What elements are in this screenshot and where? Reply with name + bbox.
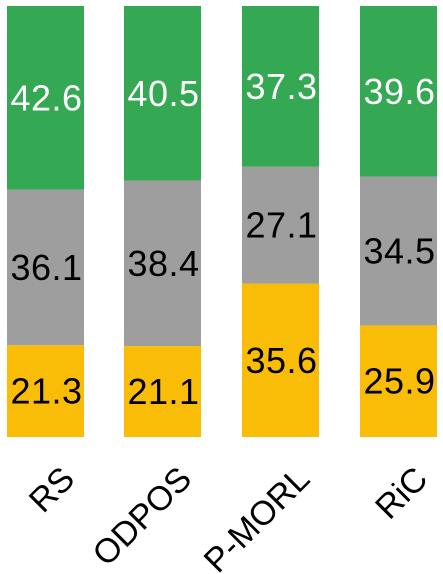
bar-segment-odpos-0 xyxy=(124,346,201,437)
x-tick-label-p-morl: P-MORL xyxy=(197,460,317,574)
bars-group xyxy=(7,6,437,437)
data-label-odpos-2: 40.5 xyxy=(127,73,199,114)
bar-segment-odpos-1 xyxy=(124,180,201,347)
bar-segment-p-morl-0 xyxy=(242,283,319,437)
bar-segment-rs-0 xyxy=(7,345,84,437)
bar-segment-rs-2 xyxy=(7,6,84,190)
data-label-ric-1: 34.5 xyxy=(363,231,435,272)
data-label-rs-1: 36.1 xyxy=(10,247,82,288)
data-label-rs-2: 42.6 xyxy=(10,77,82,118)
bar-segment-p-morl-2 xyxy=(242,6,319,167)
bar-segment-odpos-2 xyxy=(124,6,201,181)
x-tick-label-ric: RiC xyxy=(368,460,435,527)
x-tick-label-odpos: ODPOS xyxy=(85,460,199,574)
data-label-p-morl-2: 37.3 xyxy=(245,66,317,107)
data-label-p-morl-0: 35.6 xyxy=(245,340,317,381)
segment-labels-group: 21.3 36.1 42.6 21.1 38.4 40.5 35.6 27.1 37.3 25.9… xyxy=(10,66,435,412)
bar-segment-ric-0 xyxy=(360,325,437,437)
data-label-ric-0: 25.9 xyxy=(363,361,435,402)
data-label-odpos-1: 38.4 xyxy=(127,243,199,284)
data-label-p-morl-1: 27.1 xyxy=(245,205,317,246)
bar-segment-ric-1 xyxy=(360,176,437,326)
x-tick-label-rs: RS xyxy=(22,460,82,520)
data-label-odpos-0: 21.1 xyxy=(127,371,199,412)
bar-segment-p-morl-1 xyxy=(242,166,319,284)
data-label-ric-2: 39.6 xyxy=(363,71,435,112)
bar-segment-rs-1 xyxy=(7,189,84,346)
data-label-rs-0: 21.3 xyxy=(10,371,82,412)
bar-segment-ric-2 xyxy=(360,6,437,177)
